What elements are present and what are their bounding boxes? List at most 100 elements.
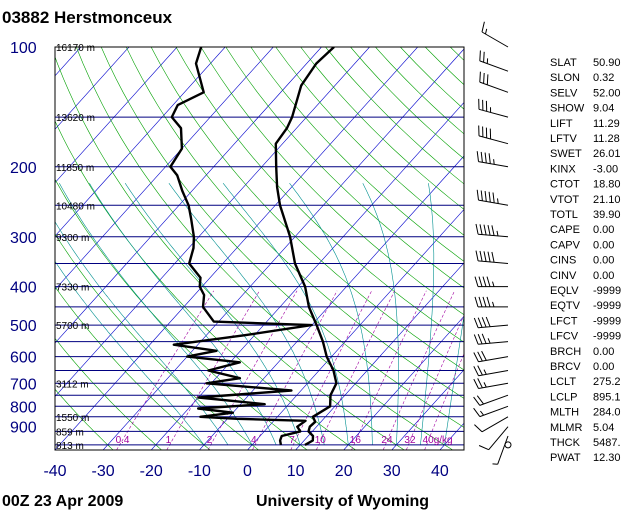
index-name: VTOT — [550, 194, 579, 206]
height-label: 3112 m — [56, 379, 89, 390]
height-label: 859 m — [56, 427, 84, 438]
mixing-ratio-line — [406, 314, 464, 450]
height-label: 16170 m — [56, 43, 95, 54]
temperature-tick-label: 10 — [287, 463, 305, 480]
height-label: 11850 m — [56, 163, 94, 174]
height-label: 10480 m — [56, 201, 95, 212]
isotherm-line — [55, 47, 322, 344]
index-value: 26.01 — [593, 148, 621, 160]
mixing-ratio-label: 16 — [350, 435, 362, 446]
index-name: SWET — [550, 148, 582, 160]
index-value: 21.10 — [593, 194, 621, 206]
index-value: -9999 — [593, 315, 621, 327]
profile-lines — [169, 47, 338, 446]
wind-barb — [473, 350, 509, 363]
dry-adiabat-line — [225, 47, 464, 289]
index-value: 0.32 — [593, 72, 614, 84]
station-title: 03882 Herstmonceux — [2, 8, 173, 27]
dry-adiabat-line — [100, 47, 464, 428]
mixing-ratio-line — [424, 352, 464, 450]
index-value: 11.29 — [593, 118, 620, 130]
dry-adiabat-line — [250, 47, 464, 262]
background-grid — [55, 47, 464, 450]
dry-adiabat-line — [125, 47, 464, 399]
dry-adiabat-line — [275, 47, 464, 236]
index-name: SLON — [550, 72, 580, 84]
wind-barb — [476, 189, 509, 206]
wind-barb — [479, 71, 509, 93]
temperature-tick-label: -10 — [188, 463, 211, 480]
wind-barb — [473, 333, 509, 345]
pressure-tick-label: 400 — [10, 280, 37, 297]
wind-barb — [473, 378, 509, 389]
temperature-tick-labels: -40 -30 -20 -10 0 10 20 30 40 — [43, 463, 448, 480]
mixing-ratio-label: 4 — [251, 435, 257, 446]
index-name: LCLT — [550, 376, 576, 388]
moist-adiabat-line — [59, 183, 253, 446]
dry-adiabat-line — [76, 47, 453, 450]
index-value: -9999 — [593, 331, 621, 343]
index-name: LFCV — [550, 331, 579, 343]
temperature-tick-label: 30 — [383, 463, 401, 480]
index-value: 0.00 — [593, 255, 614, 267]
profile-line — [274, 47, 338, 446]
index-name: TOTL — [550, 209, 578, 221]
index-name: THCK — [550, 437, 581, 449]
index-value: 0.00 — [593, 270, 614, 282]
index-value: 52.00 — [593, 87, 621, 99]
dry-adiabat-line — [300, 47, 464, 210]
pressure-tick-label: 500 — [10, 318, 37, 335]
mixing-ratio-label: 0.4 — [116, 435, 130, 446]
index-name: LFCT — [550, 315, 578, 327]
height-label: 5700 m — [56, 321, 89, 332]
index-value: 9.04 — [593, 103, 614, 115]
moist-adiabat-line — [55, 260, 205, 446]
height-labels: 16170 m 13620 m 11850 m 10480 m 9300 m 7330 m… — [56, 43, 95, 452]
moist-adiabat-line — [444, 313, 464, 445]
index-name: BRCH — [550, 346, 581, 358]
wind-barb — [475, 223, 509, 238]
index-value: 5.04 — [593, 422, 614, 434]
index-name: EQTV — [550, 300, 581, 312]
wind-barb — [474, 416, 509, 433]
dry-adiabat-line — [55, 337, 162, 450]
height-label: 9300 m — [56, 233, 89, 244]
mixing-ratio-label: 32 — [404, 435, 416, 446]
index-name: MLTH — [550, 407, 579, 419]
wind-barb — [473, 405, 509, 418]
wind-barb — [476, 151, 509, 168]
temperature-tick-label: -40 — [43, 463, 66, 480]
mixing-ratio-label: 2 — [207, 435, 213, 446]
dry-adiabat-line — [55, 388, 114, 450]
dry-adiabat-line — [55, 178, 308, 450]
index-value: 5487. — [593, 437, 621, 449]
dry-adiabat-line — [55, 56, 405, 450]
index-name: CAPV — [550, 239, 581, 251]
pressure-tick-labels: 100 200 300 400 500 600 700 800 900 — [10, 40, 37, 437]
profile-line — [169, 47, 313, 446]
pressure-tick-label: 300 — [10, 230, 37, 247]
height-label: 1550 m — [56, 413, 89, 424]
wind-barb — [474, 296, 508, 308]
index-value: 18.80 — [593, 179, 621, 191]
dry-adiabat-line — [175, 47, 464, 343]
index-value: 0.00 — [593, 346, 614, 358]
height-label: 7330 m — [56, 283, 89, 294]
index-name: CTOT — [550, 179, 580, 191]
wind-barb — [479, 50, 509, 72]
mixing-ratio-label: 40g/kg — [423, 435, 453, 446]
index-value: -9999 — [593, 300, 621, 312]
index-name: SELV — [550, 87, 578, 99]
index-value: 895.1 — [593, 391, 621, 403]
plot-frame — [54, 46, 465, 451]
mixing-ratio-labels: 0.4 1 2 4 7 10 16 24 32 40g/kg — [116, 435, 453, 446]
wind-barb — [481, 21, 509, 48]
isotherm-line — [55, 47, 178, 184]
index-value: 284.0 — [593, 407, 621, 419]
dry-adiabat-line — [55, 286, 211, 450]
wind-barb — [478, 426, 509, 451]
index-name: KINX — [550, 163, 576, 175]
pressure-tick-label: 900 — [10, 420, 37, 437]
mixing-ratio-label: 10 — [315, 435, 327, 446]
